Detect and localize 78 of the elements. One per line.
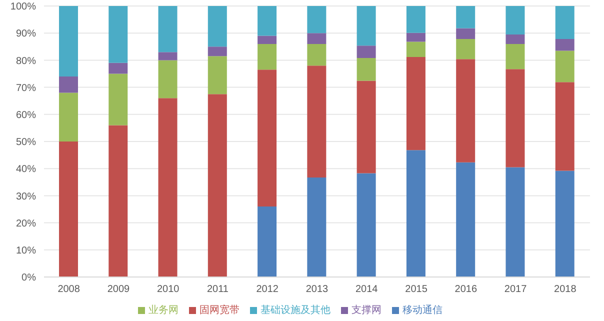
bar bbox=[158, 6, 178, 52]
x-tick-label: 2011 bbox=[206, 284, 229, 296]
bar bbox=[59, 6, 78, 76]
bar bbox=[555, 82, 574, 171]
legend-label: 移动通信 bbox=[402, 305, 442, 316]
x-tick-label: 2009 bbox=[107, 284, 130, 296]
x-tick-label: 2008 bbox=[58, 284, 80, 296]
bar bbox=[356, 6, 376, 46]
bar bbox=[59, 142, 78, 277]
bar bbox=[555, 6, 574, 40]
bar bbox=[506, 44, 525, 70]
bar bbox=[555, 39, 574, 51]
bar bbox=[208, 94, 227, 277]
bar bbox=[406, 56, 426, 150]
bar bbox=[258, 44, 277, 70]
x-tick-label: 2010 bbox=[156, 284, 180, 296]
bar bbox=[356, 46, 376, 58]
legend-label: 业务网 bbox=[148, 305, 178, 316]
bar bbox=[208, 56, 227, 94]
x-tick-label: 2014 bbox=[356, 284, 378, 296]
bar bbox=[258, 6, 277, 36]
x-tick-label: 2015 bbox=[405, 284, 428, 296]
y-tick-label: 40% bbox=[16, 164, 36, 176]
bar bbox=[356, 80, 376, 174]
bar bbox=[456, 162, 476, 277]
bar bbox=[258, 36, 277, 44]
bar bbox=[158, 98, 178, 277]
bar bbox=[456, 28, 476, 40]
bar bbox=[406, 32, 426, 42]
legend-label: 固网宽带 bbox=[200, 305, 240, 316]
bar bbox=[108, 125, 128, 277]
bar bbox=[59, 76, 78, 93]
y-tick-label: 10% bbox=[16, 245, 36, 256]
x-tick-label: 2017 bbox=[504, 284, 528, 296]
x-tick-label: 2016 bbox=[454, 284, 478, 296]
bar bbox=[108, 74, 128, 126]
bar bbox=[506, 6, 525, 34]
x-tick-label: 2018 bbox=[554, 284, 577, 296]
bar bbox=[456, 59, 476, 162]
y-tick-label: 30% bbox=[16, 191, 36, 202]
legend-label: 基础设施及其他 bbox=[260, 305, 330, 316]
bar bbox=[456, 39, 476, 60]
bar bbox=[356, 173, 376, 277]
bar bbox=[208, 46, 227, 56]
bar bbox=[506, 167, 525, 277]
y-tick-label: 20% bbox=[16, 218, 36, 230]
y-tick-label: 70% bbox=[16, 82, 36, 94]
bar bbox=[307, 33, 326, 44]
bar bbox=[406, 42, 426, 57]
y-tick-label: 0% bbox=[22, 272, 36, 284]
bar bbox=[258, 206, 277, 277]
bar bbox=[307, 66, 326, 178]
bar bbox=[307, 44, 326, 66]
y-tick-label: 60% bbox=[16, 110, 36, 121]
bar bbox=[158, 60, 178, 98]
bar bbox=[108, 6, 128, 63]
y-tick-label: 100% bbox=[10, 2, 36, 13]
bar bbox=[506, 69, 525, 168]
bar bbox=[506, 34, 525, 44]
bar bbox=[108, 62, 128, 74]
y-tick-label: 80% bbox=[16, 56, 36, 67]
x-tick-label: 2012 bbox=[256, 284, 279, 296]
legend-label: 支撑网 bbox=[352, 305, 382, 316]
bar bbox=[356, 58, 376, 81]
bar bbox=[555, 50, 574, 82]
bar bbox=[307, 6, 326, 34]
y-tick-label: 90% bbox=[16, 28, 36, 40]
bar bbox=[59, 92, 78, 142]
bar bbox=[208, 6, 227, 47]
bar bbox=[258, 70, 277, 207]
bar bbox=[555, 170, 574, 277]
x-tick-label: 2013 bbox=[306, 284, 329, 296]
bar bbox=[456, 6, 476, 28]
y-tick-label: 50% bbox=[16, 137, 36, 148]
bar bbox=[307, 178, 326, 277]
bar bbox=[406, 6, 426, 33]
bar bbox=[158, 52, 178, 60]
bar bbox=[406, 150, 426, 277]
